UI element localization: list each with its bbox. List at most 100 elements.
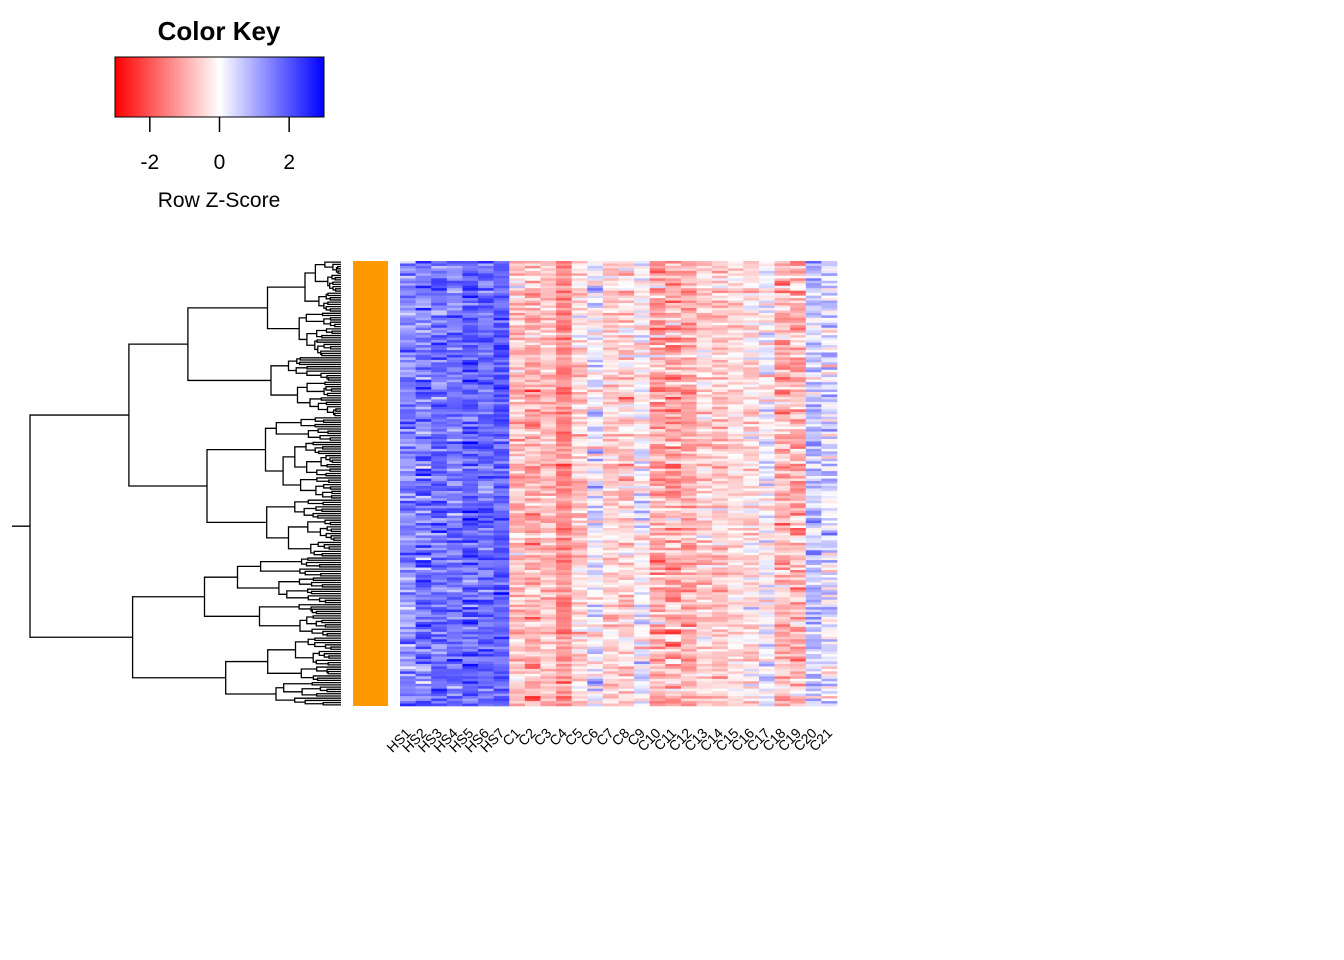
heatmap-cell: [524, 389, 541, 393]
heatmap-cell: [680, 436, 697, 440]
heatmap-cell: [462, 624, 479, 628]
heatmap-cell: [680, 624, 697, 628]
heatmap-cell: [649, 698, 666, 702]
heatmap-cell: [805, 265, 822, 269]
heatmap-cell: [696, 525, 713, 529]
heatmap-cell: [415, 557, 432, 561]
heatmap-cell: [680, 604, 697, 608]
heatmap-cell: [743, 270, 760, 274]
heatmap-cell: [649, 293, 666, 296]
heatmap-cell: [556, 659, 572, 662]
heatmap-cell: [821, 671, 838, 675]
heatmap-cell: [509, 668, 526, 672]
heatmap-cell: [805, 495, 822, 499]
heatmap-cell: [415, 392, 432, 395]
heatmap-cell: [680, 654, 697, 657]
heatmap-cell: [680, 404, 697, 408]
heatmap-cell: [462, 283, 479, 287]
heatmap-cell: [602, 473, 619, 477]
heatmap-cell: [821, 387, 838, 390]
heatmap-cell: [540, 686, 557, 689]
heatmap-cell: [680, 280, 697, 284]
heatmap-cell: [462, 651, 479, 655]
heatmap-cell: [712, 372, 729, 376]
heatmap-cell: [696, 612, 713, 615]
heatmap-cell: [743, 515, 760, 519]
heatmap-cell: [462, 285, 479, 289]
heatmap-cell: [774, 473, 791, 477]
heatmap-cell: [400, 458, 416, 462]
heatmap-cell: [509, 612, 526, 615]
heatmap-cell: [431, 439, 448, 442]
heatmap-cell: [478, 550, 494, 554]
heatmap-cell: [400, 303, 416, 306]
heatmap-cell: [727, 530, 744, 534]
heatmap-cell: [790, 634, 807, 638]
heatmap-cell: [758, 448, 775, 452]
heatmap-cell: [478, 443, 494, 447]
heatmap-cell: [400, 560, 416, 563]
heatmap-cell: [462, 604, 479, 608]
heatmap-cell: [618, 663, 635, 667]
heatmap-cell: [540, 394, 557, 398]
heatmap-cell: [727, 515, 744, 519]
heatmap-cell: [524, 639, 541, 643]
heatmap-cell: [571, 347, 588, 351]
heatmap-cell: [602, 414, 619, 418]
heatmap-cell: [415, 394, 432, 398]
heatmap-cell: [556, 463, 572, 467]
heatmap-cell: [805, 567, 822, 571]
heatmap-cell: [493, 663, 510, 667]
heatmap-cell: [587, 350, 604, 353]
heatmap-cell: [415, 639, 432, 643]
heatmap-cell: [571, 500, 588, 504]
heatmap-cell: [571, 394, 588, 398]
heatmap-cell: [493, 686, 510, 689]
heatmap-cell: [649, 357, 666, 361]
heatmap-cell: [587, 384, 604, 388]
heatmap-cell: [618, 439, 635, 442]
heatmap-cell: [415, 614, 432, 618]
heatmap-cell: [587, 335, 604, 338]
heatmap-cell: [540, 337, 557, 341]
heatmap-cell: [400, 656, 416, 660]
heatmap-cell: [618, 434, 635, 437]
heatmap-cell: [665, 584, 682, 588]
heatmap-cell: [602, 429, 619, 432]
heatmap-cell: [696, 483, 713, 487]
heatmap-cell: [712, 421, 729, 425]
heatmap-cell: [446, 668, 463, 672]
heatmap-cell: [680, 379, 697, 383]
heatmap-cell: [431, 352, 448, 356]
heatmap-cell: [509, 485, 526, 489]
heatmap-cell: [665, 619, 682, 623]
heatmap-cell: [712, 614, 729, 618]
heatmap-cell: [696, 379, 713, 383]
heatmap-cell: [602, 310, 619, 314]
heatmap-cell: [446, 666, 463, 670]
heatmap-cell: [774, 696, 791, 699]
heatmap-cell: [821, 305, 838, 309]
heatmap-cell: [790, 577, 807, 581]
heatmap-cell: [618, 280, 635, 284]
heatmap-cell: [571, 528, 588, 531]
heatmap-cell: [462, 265, 479, 269]
heatmap-cell: [712, 525, 729, 529]
heatmap-cell: [805, 396, 822, 400]
heatmap-cell: [758, 312, 775, 316]
heatmap-cell: [571, 372, 588, 376]
heatmap-cell: [649, 540, 666, 544]
heatmap-cell: [727, 310, 744, 314]
heatmap-cell: [540, 322, 557, 326]
heatmap-cell: [509, 518, 526, 521]
heatmap-cell: [571, 510, 588, 514]
heatmap-cell: [821, 604, 838, 608]
heatmap-cell: [758, 263, 775, 267]
heatmap-cell: [509, 409, 526, 413]
heatmap-cell: [649, 288, 666, 291]
heatmap-cell: [649, 451, 666, 455]
heatmap-cell: [805, 488, 822, 492]
heatmap-cell: [431, 325, 448, 329]
heatmap-cell: [805, 320, 822, 324]
heatmap-cell: [400, 607, 416, 610]
